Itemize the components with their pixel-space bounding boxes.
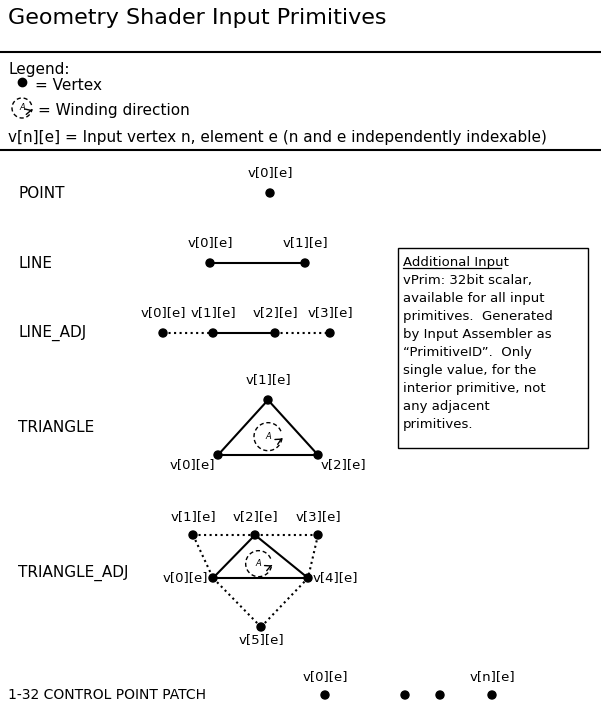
- Text: Legend:: Legend:: [8, 62, 70, 77]
- Text: Geometry Shader Input Primitives: Geometry Shader Input Primitives: [8, 8, 386, 28]
- Text: v[3][e]: v[3][e]: [307, 306, 353, 319]
- Text: v[n][e] = Input vertex n, element e (n and e independently indexable): v[n][e] = Input vertex n, element e (n a…: [8, 130, 547, 145]
- Text: v[1][e]: v[1][e]: [170, 510, 216, 523]
- Text: TRIANGLE: TRIANGLE: [18, 420, 94, 435]
- Circle shape: [304, 574, 312, 582]
- Text: v[5][e]: v[5][e]: [238, 633, 284, 646]
- Circle shape: [159, 329, 167, 337]
- Text: “PrimitiveID”.  Only: “PrimitiveID”. Only: [403, 346, 532, 359]
- Text: v[2][e]: v[2][e]: [252, 306, 298, 319]
- Circle shape: [209, 574, 217, 582]
- Circle shape: [266, 189, 274, 197]
- Text: v[1][e]: v[1][e]: [282, 236, 328, 249]
- Text: A: A: [19, 103, 25, 112]
- Text: = Winding direction: = Winding direction: [38, 103, 190, 118]
- Text: 1-32 CONTROL POINT PATCH: 1-32 CONTROL POINT PATCH: [8, 688, 206, 702]
- Circle shape: [436, 691, 444, 699]
- Text: single value, for the: single value, for the: [403, 364, 536, 377]
- Text: Additional Input: Additional Input: [403, 256, 509, 269]
- Text: = Vertex: = Vertex: [35, 78, 102, 93]
- Text: LINE: LINE: [18, 256, 52, 271]
- Text: v[2][e]: v[2][e]: [232, 510, 278, 523]
- Text: vPrim: 32bit scalar,: vPrim: 32bit scalar,: [403, 274, 532, 287]
- Text: primitives.: primitives.: [403, 418, 474, 431]
- Text: v[n][e]: v[n][e]: [469, 670, 515, 683]
- Circle shape: [257, 623, 265, 631]
- Circle shape: [301, 259, 309, 267]
- Text: v[0][e]: v[0][e]: [247, 166, 293, 179]
- Circle shape: [251, 531, 259, 539]
- Text: TRIANGLE_ADJ: TRIANGLE_ADJ: [18, 565, 129, 581]
- Text: v[2][e]: v[2][e]: [321, 458, 367, 471]
- Text: interior primitive, not: interior primitive, not: [403, 382, 546, 395]
- Text: v[0][e]: v[0][e]: [169, 458, 215, 471]
- Text: LINE_ADJ: LINE_ADJ: [18, 325, 87, 341]
- Circle shape: [214, 451, 222, 459]
- Text: v[0][e]: v[0][e]: [140, 306, 186, 319]
- Text: v[4][e]: v[4][e]: [313, 572, 359, 585]
- Text: v[0][e]: v[0][e]: [162, 572, 208, 585]
- FancyBboxPatch shape: [398, 248, 588, 448]
- Text: A: A: [265, 432, 271, 441]
- Text: A: A: [256, 559, 261, 568]
- Circle shape: [326, 329, 334, 337]
- Text: v[1][e]: v[1][e]: [190, 306, 236, 319]
- Text: any adjacent: any adjacent: [403, 400, 490, 413]
- Text: v[0][e]: v[0][e]: [302, 670, 348, 683]
- Text: v[1][e]: v[1][e]: [245, 373, 291, 386]
- Text: v[3][e]: v[3][e]: [295, 510, 341, 523]
- Circle shape: [401, 691, 409, 699]
- Circle shape: [189, 531, 197, 539]
- Circle shape: [488, 691, 496, 699]
- Circle shape: [271, 329, 279, 337]
- Circle shape: [206, 259, 214, 267]
- Text: v[0][e]: v[0][e]: [188, 236, 233, 249]
- Circle shape: [264, 396, 272, 404]
- Circle shape: [314, 531, 322, 539]
- Circle shape: [314, 451, 322, 459]
- Text: POINT: POINT: [18, 186, 64, 201]
- Circle shape: [209, 329, 217, 337]
- Circle shape: [321, 691, 329, 699]
- Text: available for all input: available for all input: [403, 292, 545, 305]
- Text: by Input Assembler as: by Input Assembler as: [403, 328, 552, 341]
- Text: primitives.  Generated: primitives. Generated: [403, 310, 553, 323]
